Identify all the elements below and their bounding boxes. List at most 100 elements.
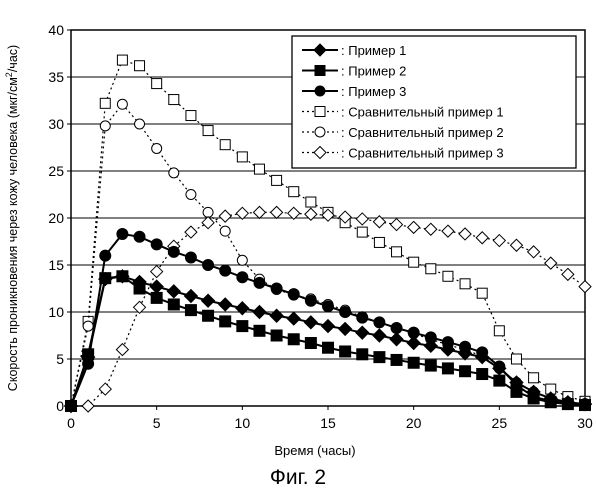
y-tick-label: 35 bbox=[48, 69, 64, 85]
data-point-series-6 bbox=[116, 344, 128, 356]
legend-label-5: : Сравнительный пример 2 bbox=[341, 125, 504, 140]
x-axis-label: Время (часы) bbox=[274, 443, 355, 458]
data-point-series-3 bbox=[83, 358, 94, 369]
data-point-series-6 bbox=[579, 281, 591, 293]
data-point-series-3 bbox=[340, 307, 351, 318]
data-point-series-3 bbox=[254, 277, 265, 288]
data-point-series-3 bbox=[185, 252, 196, 263]
data-point-series-1 bbox=[236, 302, 249, 315]
data-point-series-3 bbox=[528, 391, 539, 402]
data-point-series-4 bbox=[237, 152, 247, 162]
data-point-series-6 bbox=[356, 213, 368, 225]
data-point-series-4 bbox=[374, 237, 384, 247]
data-point-series-1 bbox=[202, 294, 215, 307]
data-point-series-2 bbox=[391, 354, 402, 365]
data-point-series-3 bbox=[408, 327, 419, 338]
y-tick-label: 20 bbox=[48, 210, 64, 226]
data-point-series-3 bbox=[134, 231, 145, 242]
x-tick-label: 25 bbox=[492, 415, 508, 431]
data-point-series-5 bbox=[169, 168, 179, 178]
data-point-series-1 bbox=[253, 306, 266, 319]
data-point-series-3 bbox=[168, 246, 179, 257]
data-point-series-3 bbox=[494, 361, 505, 372]
data-point-series-4 bbox=[220, 140, 230, 150]
legend-marker-3 bbox=[315, 86, 325, 96]
data-point-series-4 bbox=[203, 126, 213, 136]
data-point-series-6 bbox=[476, 232, 488, 244]
data-point-series-5 bbox=[100, 121, 110, 131]
data-point-series-2 bbox=[271, 330, 282, 341]
data-point-series-3 bbox=[442, 337, 453, 348]
x-tick-label: 5 bbox=[153, 415, 161, 431]
x-tick-label: 30 bbox=[577, 415, 593, 431]
data-point-series-3 bbox=[425, 332, 436, 343]
data-point-series-2 bbox=[477, 369, 488, 380]
data-point-series-2 bbox=[460, 366, 471, 377]
chart: 0510152025303540051015202530 Время (часы… bbox=[0, 0, 596, 466]
data-point-series-4 bbox=[152, 79, 162, 89]
data-point-series-1 bbox=[167, 285, 180, 298]
data-point-series-2 bbox=[323, 342, 334, 353]
y-tick-label: 30 bbox=[48, 116, 64, 132]
data-point-series-2 bbox=[425, 360, 436, 371]
data-point-series-5 bbox=[152, 143, 162, 153]
y-tick-label: 25 bbox=[48, 163, 64, 179]
data-point-series-4 bbox=[186, 111, 196, 121]
data-point-series-6 bbox=[545, 257, 557, 269]
data-point-series-2 bbox=[305, 338, 316, 349]
data-point-series-5 bbox=[186, 190, 196, 200]
data-point-series-3 bbox=[391, 322, 402, 333]
legend-label-2: : Пример 2 bbox=[341, 64, 406, 79]
data-point-series-1 bbox=[150, 280, 163, 293]
data-point-series-2 bbox=[340, 346, 351, 357]
y-tick-label: 5 bbox=[56, 351, 64, 367]
data-point-series-3 bbox=[66, 401, 77, 412]
legend-marker-5 bbox=[315, 127, 325, 137]
data-point-series-4 bbox=[306, 197, 316, 207]
data-point-series-3 bbox=[580, 399, 591, 410]
data-point-series-4 bbox=[357, 227, 367, 237]
data-point-series-1 bbox=[304, 316, 317, 329]
data-point-series-3 bbox=[305, 295, 316, 306]
data-point-series-5 bbox=[237, 255, 247, 265]
data-point-series-5 bbox=[135, 119, 145, 129]
series-line-2 bbox=[71, 276, 585, 406]
y-axis-label-end: /час) bbox=[6, 45, 20, 72]
data-point-series-3 bbox=[288, 289, 299, 300]
data-point-series-3 bbox=[357, 312, 368, 323]
data-point-series-3 bbox=[237, 272, 248, 283]
data-point-series-4 bbox=[511, 354, 521, 364]
data-point-series-4 bbox=[169, 95, 179, 105]
data-point-series-3 bbox=[100, 250, 111, 261]
data-point-series-3 bbox=[323, 301, 334, 312]
data-point-series-6 bbox=[493, 235, 505, 247]
data-point-series-4 bbox=[117, 55, 127, 65]
data-point-series-2 bbox=[254, 325, 265, 336]
data-point-series-3 bbox=[460, 341, 471, 352]
data-point-series-2 bbox=[151, 292, 162, 303]
data-point-series-6 bbox=[562, 268, 574, 280]
data-point-series-2 bbox=[168, 299, 179, 310]
data-point-series-6 bbox=[253, 206, 265, 218]
data-point-series-3 bbox=[562, 398, 573, 409]
data-point-series-6 bbox=[391, 219, 403, 231]
data-point-series-3 bbox=[374, 317, 385, 328]
data-point-series-1 bbox=[184, 290, 197, 303]
data-point-series-2 bbox=[374, 352, 385, 363]
data-point-series-4 bbox=[289, 187, 299, 197]
y-tick-label: 15 bbox=[48, 257, 64, 273]
data-point-series-4 bbox=[100, 98, 110, 108]
figure-caption: Фиг. 2 bbox=[0, 466, 596, 490]
data-point-series-2 bbox=[408, 357, 419, 368]
legend-label-4: : Сравнительный пример 1 bbox=[341, 105, 504, 120]
data-point-series-1 bbox=[356, 326, 369, 339]
legend-marker-4 bbox=[315, 107, 325, 117]
data-point-series-6 bbox=[510, 239, 522, 251]
data-point-series-3 bbox=[117, 228, 128, 239]
y-tick-label: 0 bbox=[56, 398, 64, 414]
data-point-series-3 bbox=[220, 265, 231, 276]
x-tick-label: 0 bbox=[67, 415, 75, 431]
data-point-series-5 bbox=[83, 321, 93, 331]
data-point-series-2 bbox=[185, 305, 196, 316]
data-point-series-2 bbox=[237, 321, 248, 332]
